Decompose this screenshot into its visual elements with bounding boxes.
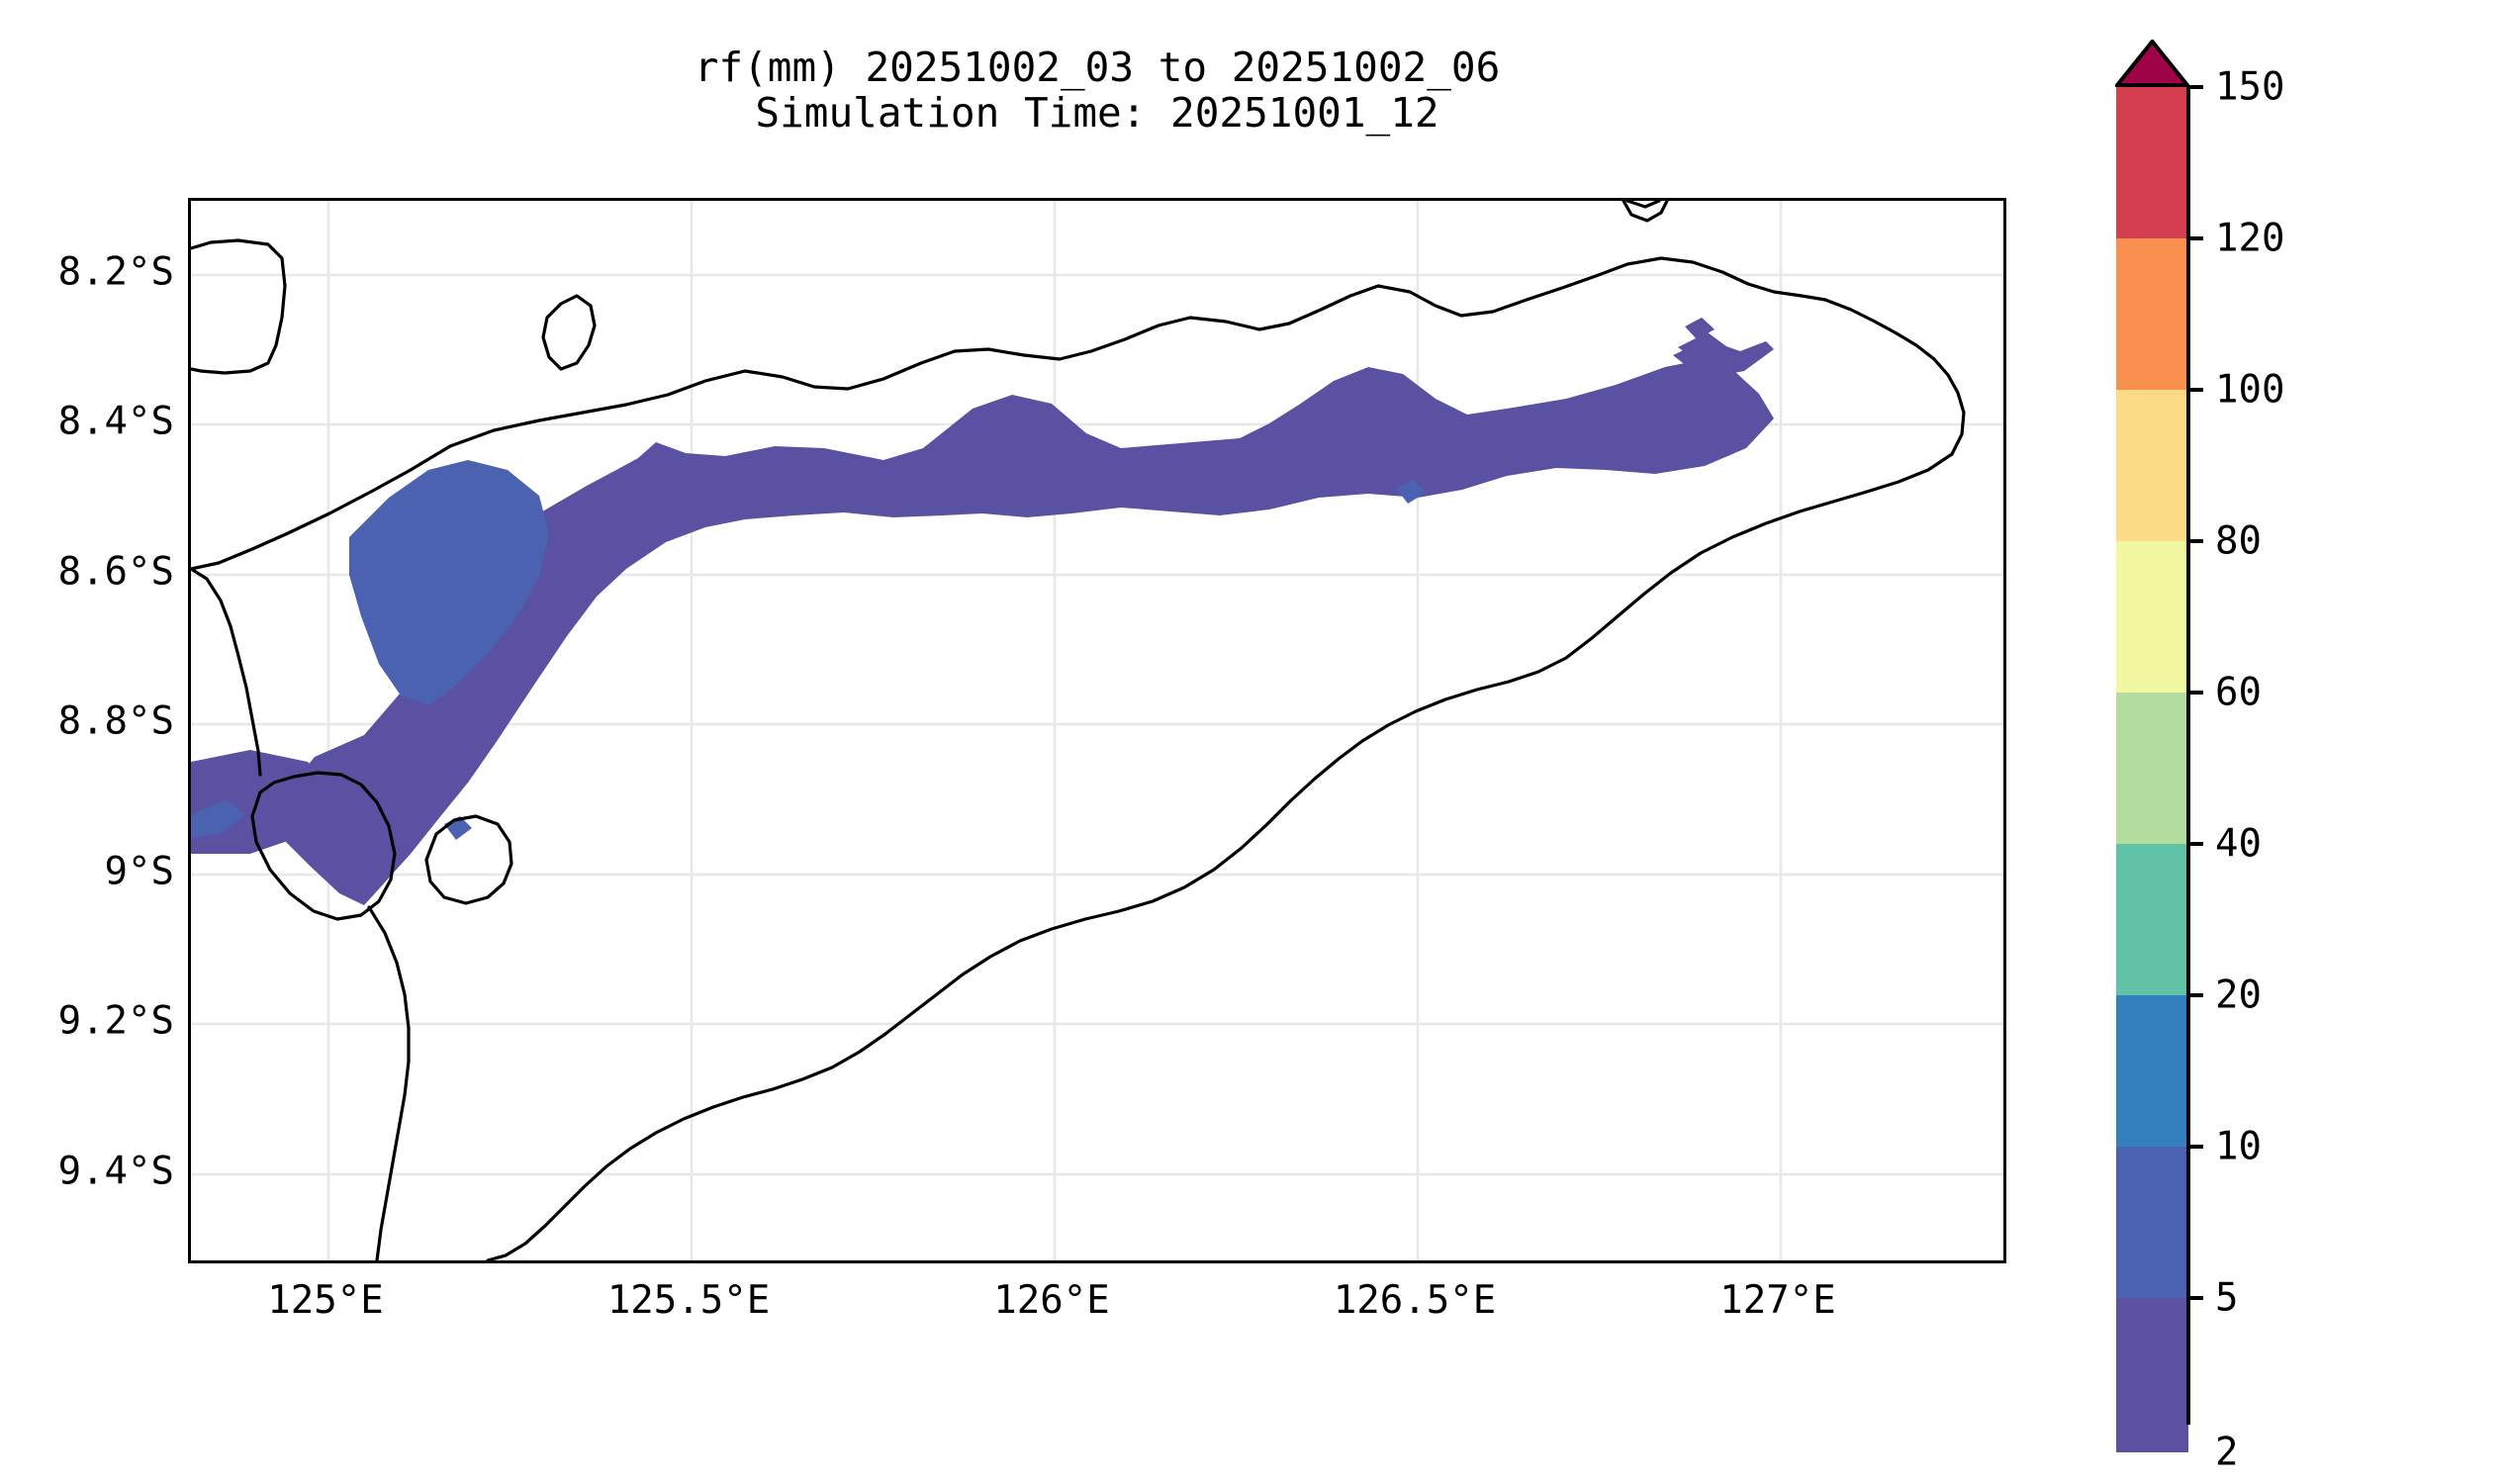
rainfall-contour-band-5-10	[191, 460, 1426, 840]
colorbar-tick-20: 20	[2215, 973, 2262, 1018]
colorbar-tick-5: 5	[2215, 1275, 2239, 1321]
map-plot-area	[188, 198, 2006, 1263]
colorbar-tick-60: 60	[2215, 670, 2262, 715]
colorbar-tick-120: 120	[2215, 216, 2285, 261]
xtick-label-125e: 125°E	[267, 1278, 384, 1323]
map-clip	[191, 201, 2003, 1260]
colorbar-tick-40: 40	[2215, 821, 2262, 867]
colorbar-segment-10-20	[2116, 995, 2188, 1147]
gridlines	[191, 201, 2003, 1260]
ytick-label-8-2s: 8.2°S	[57, 249, 174, 295]
xtick-label-125-5e: 125.5°E	[606, 1278, 771, 1323]
colorbar-tick-100: 100	[2215, 367, 2285, 413]
ytick-label-9-4s: 9.4°S	[57, 1149, 174, 1194]
colorbar-extend-arrow	[2115, 40, 2189, 87]
colorbar-tick-2: 2	[2215, 1430, 2239, 1475]
chart-title: rf(mm) 20251002_03 to 20251002_06 Simula…	[188, 44, 2006, 137]
ytick-label-8-6s: 8.6°S	[57, 549, 174, 595]
ytick-label-8-4s: 8.4°S	[57, 399, 174, 444]
colorbar-segment-60-80	[2116, 541, 2188, 693]
colorbar: 150 120 100 80 60 40 20 10 5 2	[2115, 40, 2443, 1475]
colorbar-segment-20-40	[2116, 844, 2188, 995]
title-line-2: Simulation Time: 20251001_12	[755, 88, 1439, 137]
xtick-label-126-5e: 126.5°E	[1333, 1278, 1497, 1323]
colorbar-segment-5-10	[2116, 1147, 2188, 1298]
coastline	[191, 201, 1966, 1260]
title-line-1: rf(mm) 20251002_03 to 20251002_06	[694, 44, 1501, 91]
colorbar-tick-150: 150	[2215, 64, 2285, 110]
colorbar-gradient	[2116, 87, 2188, 1452]
xtick-label-127e: 127°E	[1719, 1278, 1836, 1323]
ytick-label-9-2s: 9.2°S	[57, 998, 174, 1044]
rainfall-cell-northeast	[1678, 332, 1730, 365]
colorbar-segment-80-100	[2116, 390, 2188, 541]
colorbar-tick-10: 10	[2215, 1124, 2262, 1169]
colorbar-segment-120-150	[2116, 87, 2188, 238]
colorbar-tick-80: 80	[2215, 518, 2262, 564]
ytick-label-8-8s: 8.8°S	[57, 698, 174, 744]
xtick-label-126e: 126°E	[993, 1278, 1110, 1323]
ytick-label-9s: 9°S	[104, 849, 174, 894]
map-canvas	[191, 201, 2003, 1260]
colorbar-segment-2-5	[2116, 1298, 2188, 1452]
colorbar-segment-100-120	[2116, 238, 2188, 390]
colorbar-segment-40-60	[2116, 693, 2188, 844]
